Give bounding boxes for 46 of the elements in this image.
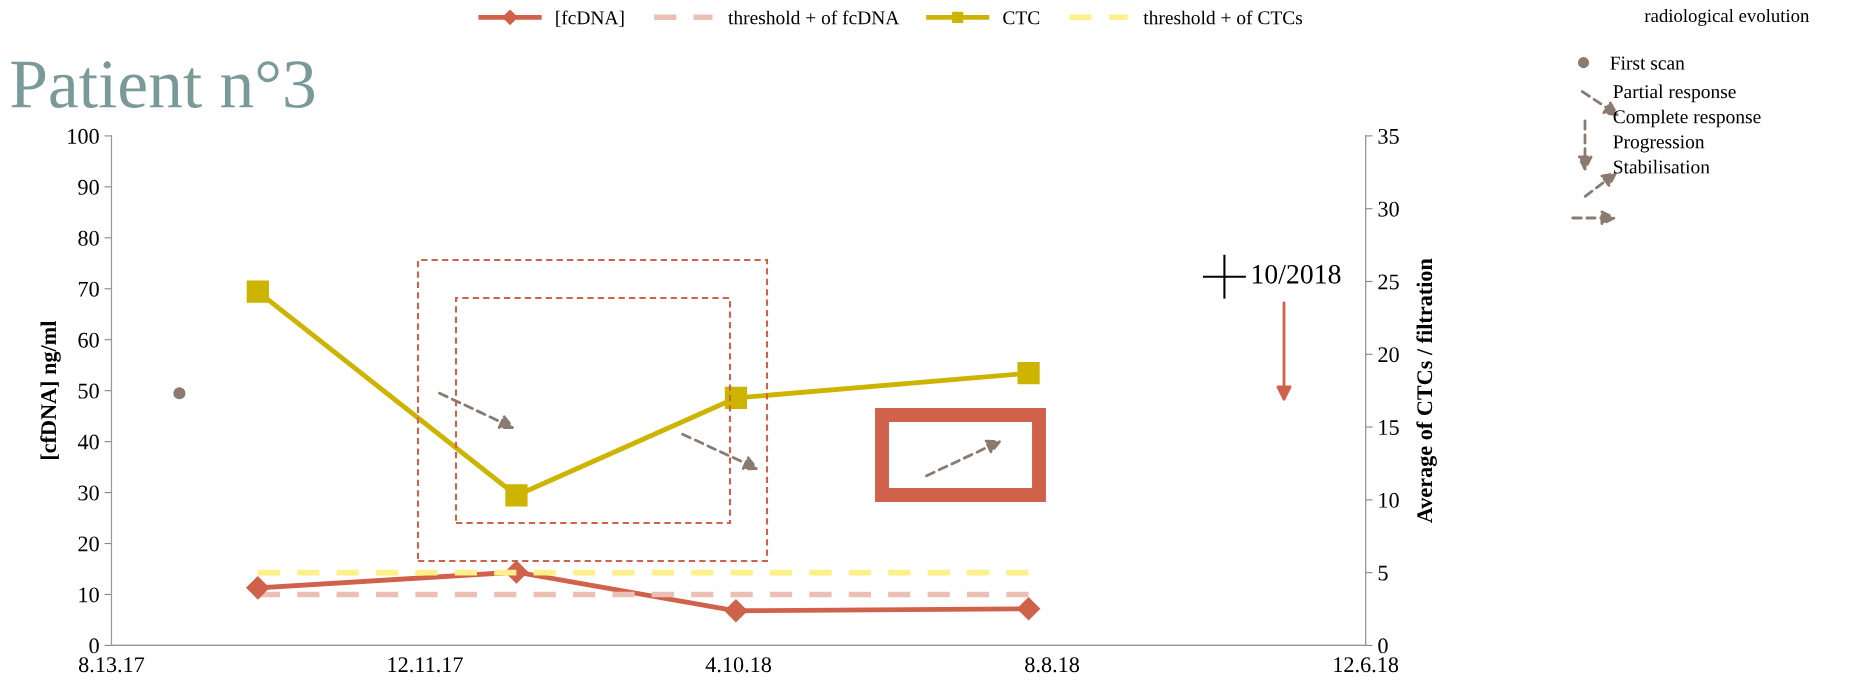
y-tick-label: 0 [89,638,99,654]
y2-tick-label: 10 [1379,492,1399,508]
y2-tick-label: 5 [1378,565,1388,581]
point [505,484,528,507]
y2-tick-label: 35 [1378,128,1399,144]
legend-label: threshold + of CTCs [1143,10,1303,25]
y-tick-label: 70 [78,281,99,297]
y-tick-label: 20 [78,536,99,552]
point [724,386,748,410]
text: radiological evolution [1644,8,1810,26]
point [724,599,748,623]
y2-tick-label: 25 [1378,274,1399,290]
text: Complete response [1613,109,1761,128]
point [246,280,269,303]
y-tick-label: 100 [68,128,99,144]
y2-axis-title: Average of CTCs / filtration [1416,258,1437,523]
legend-label: threshold + of fcDNA [728,10,900,25]
y2-tick-label: 15 [1379,420,1399,435]
legend-label: [fcDNA] [556,10,624,27]
point [1017,597,1041,621]
y-tick-label: 80 [78,230,99,246]
y-tick-label: 30 [78,485,99,501]
legend-label: First scan [1610,56,1685,70]
y-axis-title: [cfDNA] ng/ml [40,321,61,460]
y-tick-label: 50 [78,383,99,399]
y-tick-label: 40 [77,434,99,450]
text: Stabilisation [1614,159,1710,174]
legend-label: CTC [1003,11,1040,25]
y-tick-label: 60 [78,332,99,348]
y2-tick-label: 30 [1378,201,1399,217]
x-tick-label: 8.13.17 [78,657,145,673]
text: Progression [1613,135,1705,153]
x-tick-label: 12.6.18 [1334,657,1399,673]
point [246,576,270,600]
point [173,387,186,400]
y-tick-label: 90 [78,179,99,195]
point [1017,362,1040,385]
y2-tick-label: 0 [1378,638,1388,654]
y-tick-label: 10 [79,587,99,603]
x-tick-label: 12.11.17 [388,657,463,673]
x-tick-label: 4.10.18 [705,657,772,673]
chart-title: Patient n°3 [11,61,315,108]
text: Partial response [1613,84,1736,103]
x-tick-label: 8.8.18 [1025,657,1080,673]
y2-tick-label: 20 [1378,347,1399,363]
annotation: 10/2018 [1252,264,1341,284]
